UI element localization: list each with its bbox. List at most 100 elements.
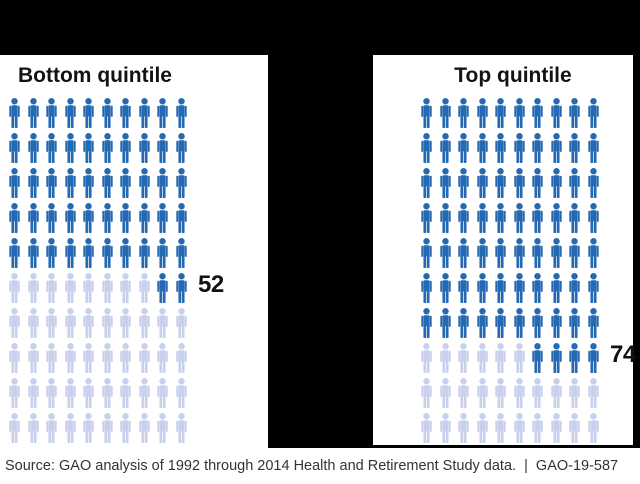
person-icon bbox=[64, 98, 77, 128]
person-icon bbox=[550, 273, 563, 303]
person-icon bbox=[439, 133, 452, 163]
person-icon bbox=[101, 343, 114, 373]
person-icon bbox=[439, 98, 452, 128]
person-icon bbox=[439, 378, 452, 408]
person-icon bbox=[587, 98, 600, 128]
person-icon bbox=[494, 238, 507, 268]
person-icon bbox=[550, 343, 563, 373]
person-icon bbox=[175, 378, 188, 408]
person-icon bbox=[494, 98, 507, 128]
person-icon bbox=[119, 168, 132, 198]
person-icon bbox=[8, 413, 21, 443]
person-icon bbox=[156, 98, 169, 128]
person-icon bbox=[531, 133, 544, 163]
person-icon bbox=[531, 273, 544, 303]
icon-row bbox=[420, 168, 636, 198]
person-icon bbox=[156, 238, 169, 268]
person-icon bbox=[138, 168, 151, 198]
person-icon bbox=[550, 203, 563, 233]
person-icon bbox=[156, 343, 169, 373]
icon-row bbox=[420, 273, 636, 303]
person-icon bbox=[513, 203, 526, 233]
person-icon bbox=[45, 238, 58, 268]
person-icon bbox=[476, 238, 489, 268]
person-icon bbox=[138, 238, 151, 268]
person-icon bbox=[101, 203, 114, 233]
person-icon bbox=[550, 238, 563, 268]
person-icon bbox=[587, 168, 600, 198]
person-icon bbox=[531, 378, 544, 408]
person-icon bbox=[457, 413, 470, 443]
person-icon bbox=[439, 343, 452, 373]
person-icon bbox=[513, 343, 526, 373]
person-icon bbox=[101, 308, 114, 338]
person-icon bbox=[8, 203, 21, 233]
person-icon bbox=[175, 273, 188, 303]
icon-row bbox=[420, 203, 636, 233]
person-icon bbox=[587, 343, 600, 373]
person-icon bbox=[101, 238, 114, 268]
person-icon bbox=[568, 273, 581, 303]
person-icon bbox=[8, 273, 21, 303]
person-icon bbox=[27, 203, 40, 233]
panel-title-bottom-quintile: Bottom quintile bbox=[18, 64, 172, 87]
person-icon bbox=[82, 343, 95, 373]
person-icon bbox=[27, 238, 40, 268]
icon-row: 52 bbox=[8, 272, 224, 303]
person-icon bbox=[457, 98, 470, 128]
person-icon bbox=[64, 203, 77, 233]
person-icon bbox=[457, 273, 470, 303]
person-icon bbox=[420, 273, 433, 303]
person-icon bbox=[439, 273, 452, 303]
person-icon bbox=[175, 133, 188, 163]
person-icon bbox=[82, 273, 95, 303]
person-icon bbox=[156, 168, 169, 198]
person-icon bbox=[494, 378, 507, 408]
person-icon bbox=[101, 133, 114, 163]
person-icon bbox=[476, 203, 489, 233]
person-icon bbox=[568, 203, 581, 233]
person-icon bbox=[138, 133, 151, 163]
icon-row bbox=[420, 308, 636, 338]
person-icon bbox=[494, 168, 507, 198]
person-icon bbox=[531, 238, 544, 268]
person-icon bbox=[568, 413, 581, 443]
person-icon bbox=[45, 413, 58, 443]
person-icon bbox=[513, 98, 526, 128]
source-bar: Source: GAO analysis of 1992 through 201… bbox=[0, 448, 640, 484]
person-icon bbox=[119, 378, 132, 408]
person-icon bbox=[82, 203, 95, 233]
person-icon bbox=[568, 343, 581, 373]
icon-row bbox=[8, 343, 224, 373]
person-icon bbox=[439, 203, 452, 233]
person-icon bbox=[27, 133, 40, 163]
person-icon bbox=[27, 98, 40, 128]
person-icon bbox=[513, 168, 526, 198]
person-icon bbox=[64, 343, 77, 373]
person-icon bbox=[513, 308, 526, 338]
person-icon bbox=[8, 378, 21, 408]
person-icon bbox=[175, 203, 188, 233]
icon-row bbox=[8, 308, 224, 338]
person-icon bbox=[457, 168, 470, 198]
person-icon bbox=[175, 343, 188, 373]
person-icon bbox=[101, 98, 114, 128]
person-icon bbox=[82, 413, 95, 443]
person-icon bbox=[494, 273, 507, 303]
person-icon bbox=[119, 343, 132, 373]
person-icon bbox=[119, 308, 132, 338]
person-icon bbox=[27, 343, 40, 373]
person-icon bbox=[64, 273, 77, 303]
person-icon bbox=[476, 308, 489, 338]
person-icon bbox=[494, 203, 507, 233]
person-icon bbox=[531, 168, 544, 198]
icon-row bbox=[8, 238, 224, 268]
pictograph-grid-top: 74 bbox=[420, 98, 636, 448]
person-icon bbox=[420, 168, 433, 198]
person-icon bbox=[494, 308, 507, 338]
person-icon bbox=[587, 308, 600, 338]
person-icon bbox=[587, 273, 600, 303]
person-icon bbox=[587, 413, 600, 443]
person-icon bbox=[476, 168, 489, 198]
person-icon bbox=[550, 378, 563, 408]
